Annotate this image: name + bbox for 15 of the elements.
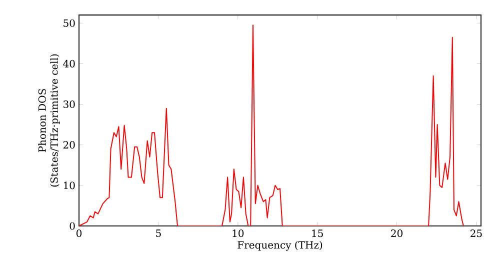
x-axis-title: Frequency (THz) [238,240,322,251]
y-axis-title: Phonon DOS (States/THz·primitive cell) [38,54,60,187]
y-tick-label: 40 [63,60,75,68]
y-tick-label: 10 [64,182,75,190]
x-tick-label: 15 [312,230,323,238]
x-tick-label: 20 [391,230,402,238]
y-tick-label: 0 [70,222,75,230]
x-tick-label: 25 [470,230,482,238]
y-tick-label: 20 [63,141,75,149]
x-tick-label: 10 [232,230,244,238]
y-tick-label: 30 [64,100,75,108]
y-tick-label: 50 [64,19,75,27]
x-tick-label: 0 [76,230,82,238]
line-series [79,24,464,226]
x-tick-label: 5 [156,230,161,237]
